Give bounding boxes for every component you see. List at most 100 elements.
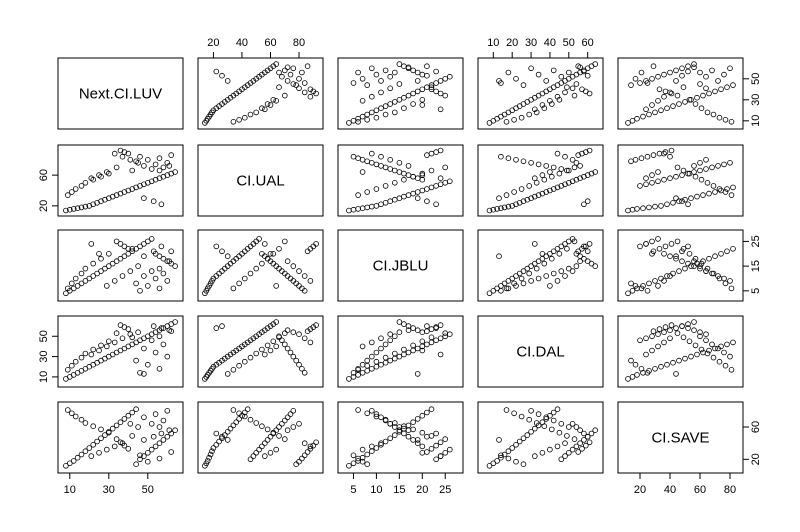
data-point — [541, 423, 548, 430]
data-point — [531, 175, 538, 182]
data-point — [391, 69, 398, 76]
data-point — [219, 433, 225, 440]
data-point — [662, 324, 669, 330]
data-point — [565, 449, 572, 456]
data-point — [281, 238, 288, 245]
data-point — [213, 243, 220, 250]
data-point — [667, 253, 673, 260]
data-point — [299, 69, 305, 76]
data-point — [206, 454, 212, 461]
data-point — [261, 241, 268, 247]
data-point — [378, 414, 384, 421]
data-point — [236, 117, 242, 123]
data-point — [565, 238, 572, 245]
panel-frame — [197, 229, 324, 302]
data-point — [644, 80, 651, 86]
data-point — [664, 201, 670, 208]
data-point — [562, 153, 568, 160]
data-point — [98, 268, 104, 274]
data-point — [569, 446, 576, 453]
data-point — [287, 411, 294, 417]
data-point — [290, 353, 297, 360]
data-point — [148, 420, 155, 427]
data-point — [264, 342, 271, 349]
data-point — [141, 241, 147, 247]
data-point — [442, 330, 449, 337]
data-point — [668, 322, 675, 328]
data-point — [359, 458, 366, 465]
data-point — [396, 319, 403, 325]
data-point — [350, 460, 357, 467]
panel-4-2 — [337, 401, 464, 474]
data-point — [573, 443, 580, 450]
data-point — [664, 105, 670, 111]
data-point — [518, 114, 525, 121]
data-point — [486, 207, 493, 214]
data-point — [364, 410, 371, 417]
data-point — [355, 192, 361, 198]
data-point — [301, 335, 308, 342]
data-point — [644, 369, 651, 376]
panel-frame — [477, 315, 604, 388]
data-point — [401, 351, 407, 358]
data-point — [442, 333, 449, 340]
data-point — [307, 278, 314, 284]
data-point — [96, 449, 102, 456]
data-point — [564, 246, 570, 252]
data-point — [145, 361, 151, 368]
panel-frame — [197, 57, 324, 130]
data-point — [127, 420, 134, 427]
data-point — [628, 82, 634, 88]
data-point — [528, 263, 534, 269]
data-point — [724, 186, 730, 192]
data-point — [718, 86, 724, 93]
bottom-tick-label: 25 — [439, 484, 451, 496]
data-point — [634, 206, 640, 212]
data-point — [520, 82, 527, 88]
data-point — [378, 440, 384, 447]
data-point — [656, 86, 663, 93]
panel-frame — [477, 144, 604, 217]
data-point — [442, 164, 449, 171]
data-point — [168, 152, 175, 158]
data-point — [350, 374, 357, 380]
data-point — [98, 426, 104, 433]
data-point — [571, 164, 578, 171]
panel-frame — [477, 57, 604, 130]
data-point — [373, 445, 380, 451]
panel-frame — [197, 315, 324, 388]
data-point — [152, 443, 159, 450]
data-point — [511, 280, 517, 287]
data-point — [391, 196, 398, 203]
data-point — [710, 183, 717, 189]
top-tick-label: 60 — [264, 37, 276, 49]
data-point — [160, 270, 167, 277]
data-point — [156, 365, 163, 372]
data-point — [125, 412, 132, 419]
data-point — [539, 102, 546, 108]
data-point — [127, 331, 134, 338]
data-point — [640, 113, 646, 120]
data-point — [90, 260, 96, 267]
left-tick-label: 10 — [38, 371, 50, 383]
data-point — [691, 169, 697, 175]
data-point — [558, 456, 565, 463]
data-point — [414, 88, 421, 95]
data-point — [662, 149, 669, 155]
data-point — [281, 330, 288, 337]
data-point — [505, 448, 512, 455]
data-point — [442, 180, 449, 186]
data-point — [698, 176, 705, 183]
data-point — [387, 85, 394, 92]
data-point — [276, 334, 282, 341]
data-point — [166, 163, 173, 169]
data-point — [562, 453, 568, 459]
data-point — [442, 92, 449, 99]
data-point — [299, 455, 305, 462]
data-point — [584, 433, 591, 440]
data-point — [405, 172, 412, 178]
data-point — [706, 190, 712, 197]
panel-1-0 — [57, 144, 184, 217]
data-point — [533, 109, 540, 116]
data-point — [410, 101, 416, 107]
